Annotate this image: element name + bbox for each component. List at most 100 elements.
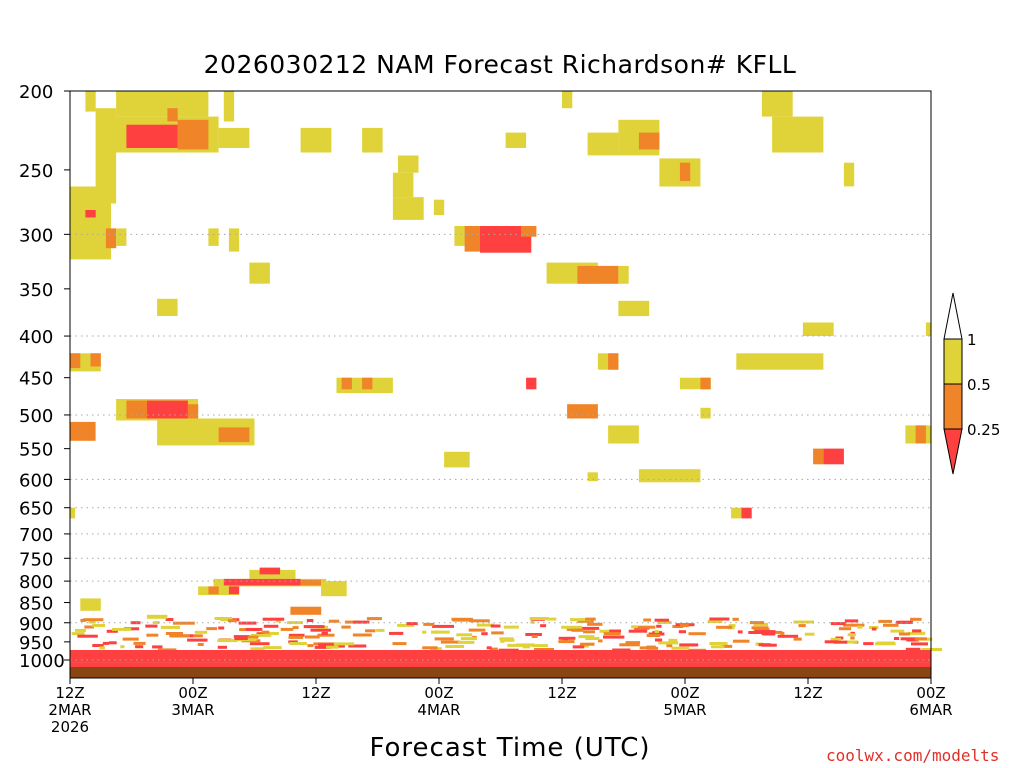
- ri-region: [300, 127, 332, 153]
- ri-speckle: [376, 628, 385, 632]
- ri-region: [587, 472, 598, 482]
- ri-speckle: [135, 645, 144, 649]
- ri-speckle: [503, 625, 519, 629]
- ri-speckle: [336, 644, 345, 648]
- ri-speckle: [761, 643, 777, 647]
- ri-region: [146, 400, 188, 419]
- ri-speckle: [317, 633, 335, 637]
- ri-speckle: [912, 629, 922, 633]
- y-tick-label-750: 750: [19, 549, 53, 570]
- y-tick-label-1000: 1000: [19, 651, 65, 672]
- x-tick-label: 12Z: [55, 684, 84, 702]
- ri-speckle: [481, 632, 488, 636]
- ri-speckle: [749, 621, 764, 625]
- ri-speckle: [709, 642, 728, 645]
- ri-speckle: [422, 630, 427, 634]
- ri-speckle: [558, 640, 575, 644]
- ri-speckle: [571, 628, 584, 632]
- ri-region: [223, 91, 235, 122]
- x-axis-label: Forecast Time (UTC): [369, 733, 651, 763]
- y-tick-label-950: 950: [19, 633, 53, 654]
- ri-speckle: [857, 625, 863, 629]
- ri-region: [679, 377, 711, 390]
- ri-speckle: [507, 643, 525, 647]
- ri-speckle: [77, 634, 98, 638]
- ri-speckle: [577, 619, 594, 623]
- ri-speckle: [289, 642, 307, 645]
- ri-region: [177, 119, 209, 150]
- y-tick-label-900: 900: [19, 614, 53, 635]
- y-tick-label-200: 200: [19, 82, 53, 103]
- ri-speckle: [625, 641, 641, 645]
- ri-region: [813, 448, 824, 465]
- ri-speckle: [75, 628, 86, 632]
- ri-speckle: [907, 631, 926, 635]
- ri-region: [105, 228, 117, 249]
- ri-speckle: [672, 625, 684, 628]
- ri-speckle: [431, 630, 450, 634]
- ri-region: [433, 199, 445, 215]
- ri-speckle: [716, 625, 732, 629]
- ri-speckle: [658, 641, 679, 645]
- ri-region: [116, 91, 209, 117]
- x-tick-label: 00Z: [424, 684, 453, 702]
- ri-speckle: [753, 623, 768, 626]
- ri-speckle: [280, 627, 294, 631]
- x-tick-label: 4MAR: [417, 701, 460, 719]
- ri-speckle: [234, 637, 248, 640]
- y-tick-label-850: 850: [19, 594, 53, 615]
- ri-region: [392, 197, 424, 220]
- surface-band: [70, 667, 931, 678]
- ri-speckle: [755, 630, 776, 634]
- ri-region: [915, 425, 926, 444]
- ri-speckle: [434, 637, 454, 641]
- ri-speckle: [628, 629, 648, 633]
- ri-speckle: [830, 622, 846, 626]
- ri-speckle: [793, 637, 802, 641]
- ri-speckle: [445, 645, 465, 648]
- ri-speckle: [643, 618, 651, 622]
- ri-speckle: [227, 619, 237, 623]
- colorbar-label-0.25: 0.25: [967, 421, 1000, 439]
- ri-speckle: [286, 621, 303, 625]
- ri-speckle: [732, 617, 739, 621]
- ri-speckle: [434, 630, 440, 634]
- ri-speckle: [843, 640, 858, 644]
- ri-region: [126, 124, 178, 148]
- ri-speckle: [366, 617, 382, 621]
- credit-text[interactable]: coolwx.com/modelts: [826, 746, 1000, 765]
- ri-speckle: [218, 626, 225, 630]
- ri-speckle: [165, 632, 184, 635]
- ri-region: [464, 226, 486, 252]
- ri-speckle: [233, 635, 250, 639]
- ri-speckle: [572, 645, 585, 649]
- ri-speckle: [900, 637, 918, 641]
- colorbar-bin-orange: [943, 383, 963, 430]
- ri-speckle: [157, 648, 177, 652]
- ri-region: [761, 91, 793, 117]
- ri-speckle: [793, 620, 814, 624]
- ri-region: [608, 425, 639, 444]
- ri-speckle: [321, 631, 328, 635]
- ri-speckle: [288, 635, 304, 639]
- ri-speckle: [530, 620, 535, 624]
- ri-speckle: [910, 617, 922, 621]
- x-tick-label: 00Z: [178, 684, 207, 702]
- ri-speckle: [333, 642, 355, 646]
- ri-speckle: [458, 640, 475, 644]
- ri-speckle: [250, 633, 272, 637]
- colorbar-top-arrow: [943, 292, 963, 340]
- ri-region: [521, 226, 537, 237]
- ri-speckle: [875, 642, 896, 646]
- ri-speckle: [249, 642, 270, 646]
- ri-speckle: [580, 642, 595, 646]
- ri-region: [679, 162, 691, 181]
- ri-speckle: [639, 646, 655, 650]
- ri-region: [95, 108, 117, 204]
- ri-speckle: [830, 637, 841, 641]
- ri-region: [700, 377, 711, 390]
- ri-region: [618, 300, 650, 317]
- colorbar-bin-yellow: [943, 338, 963, 385]
- ri-speckle: [638, 625, 656, 629]
